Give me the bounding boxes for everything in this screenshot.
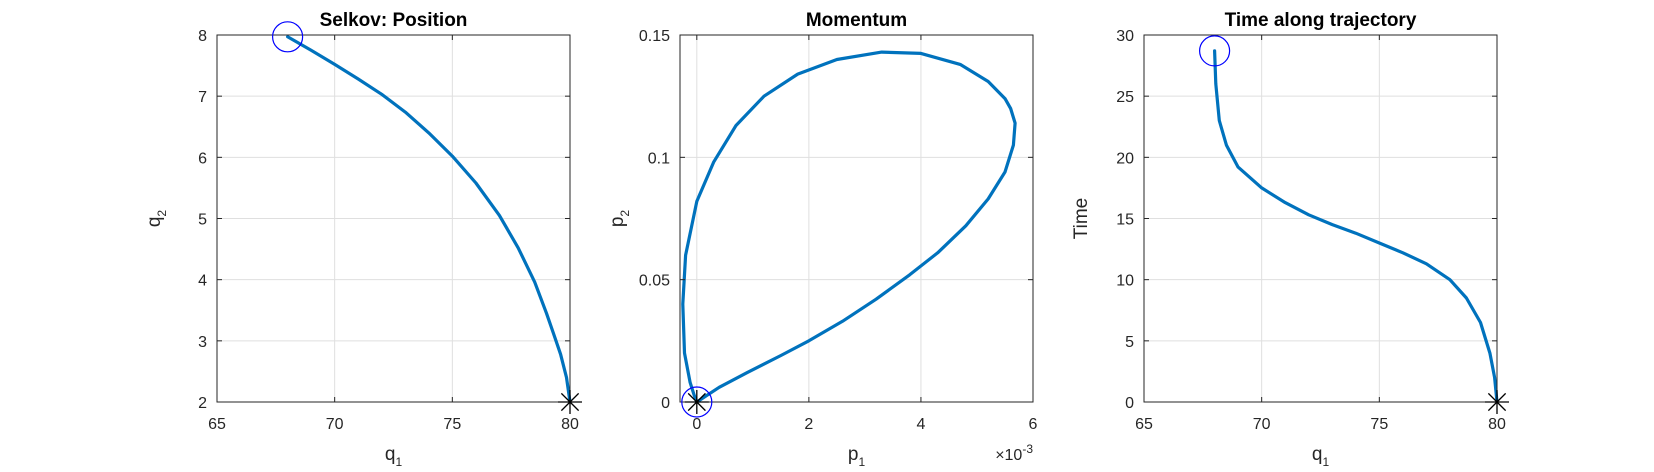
y-tick-label: 5 (1125, 334, 1134, 351)
x-tick-label: 70 (326, 416, 344, 433)
end-marker-stroke (1487, 392, 1507, 412)
x-tick-label: 70 (1253, 416, 1271, 433)
start-marker-circle (272, 21, 304, 53)
y-tick-label: 8 (198, 28, 207, 45)
y-tick-label: 30 (1116, 28, 1134, 45)
x-tick-label: 0 (692, 416, 701, 433)
end-marker-stroke (560, 392, 580, 412)
y-tick-label: 0.1 (648, 150, 670, 167)
x-tick-label: 65 (208, 416, 226, 433)
y-tick-label: 0 (661, 395, 670, 412)
x-tick-label: 65 (1135, 416, 1153, 433)
y-axis-label-base: p (607, 217, 628, 228)
x-tick-label: 75 (1370, 416, 1388, 433)
y-tick-label: 0.15 (639, 28, 670, 45)
x-axis-label-subscript: 1 (858, 455, 865, 469)
x-exponent-power: -3 (1022, 442, 1033, 456)
y-axis-label: p2 (607, 210, 632, 228)
y-axis-label-subscript: 2 (155, 210, 169, 217)
axes-box (679, 34, 1034, 403)
y-axis-label-base: q (144, 217, 165, 228)
plot-area (680, 35, 1033, 402)
trajectory-line (286, 35, 572, 404)
y-tick-label: 7 (198, 89, 207, 106)
x-tick-label: 4 (916, 416, 925, 433)
trajectory-line (1212, 49, 1499, 404)
y-axis-label-subscript: 2 (618, 210, 632, 217)
start-marker-circle (1198, 35, 1231, 67)
y-tick-label: 5 (198, 212, 207, 229)
y-axis-label: Time (1071, 198, 1092, 240)
x-axis-label: q1 (385, 444, 403, 469)
y-tick-label: 25 (1116, 89, 1134, 106)
x-tick-label: 6 (1029, 416, 1038, 433)
x-axis-label-base: q (385, 444, 396, 465)
x-axis-label-base: p (848, 444, 859, 465)
chart-title: Momentum (806, 10, 907, 31)
x-tick-label: 80 (561, 416, 579, 433)
y-tick-label: 0.05 (639, 273, 670, 290)
trajectory-line (681, 50, 1017, 404)
x-tick-label: 2 (804, 416, 813, 433)
start-marker-circle (681, 386, 713, 418)
y-tick-label: 20 (1116, 150, 1134, 167)
y-tick-label: 4 (198, 273, 207, 290)
chart-title: Selkov: Position (320, 10, 468, 31)
end-marker-asterisk (684, 390, 709, 414)
end-marker-stroke (687, 392, 706, 412)
x-exponent-label: ×10-3 (995, 442, 1033, 464)
y-axis-label: q2 (144, 210, 169, 228)
end-marker-asterisk (558, 390, 582, 414)
x-exponent-base: ×10 (995, 447, 1022, 464)
y-tick-label: 2 (198, 395, 207, 412)
y-axis-label-base: Time (1071, 198, 1092, 240)
x-tick-label: 80 (1488, 416, 1506, 433)
x-axis-label-base: q (1312, 444, 1323, 465)
x-axis-label-subscript: 1 (395, 455, 402, 469)
x-axis-label: p1 (848, 444, 866, 469)
y-tick-label: 3 (198, 334, 207, 351)
y-tick-label: 0 (1125, 395, 1134, 412)
chart-title: Time along trajectory (1225, 10, 1417, 31)
y-tick-label: 6 (198, 150, 207, 167)
end-marker-asterisk (1485, 390, 1509, 414)
y-tick-label: 15 (1116, 212, 1134, 229)
x-axis-label: q1 (1312, 444, 1330, 469)
y-tick-label: 10 (1116, 273, 1134, 290)
chart-panel-3: 65 70 75 80 0 5 10 15 20 25 30 Time along trajector… (1071, 10, 1509, 469)
x-tick-label: 75 (443, 416, 461, 433)
x-axis-label-subscript: 1 (1322, 455, 1329, 469)
